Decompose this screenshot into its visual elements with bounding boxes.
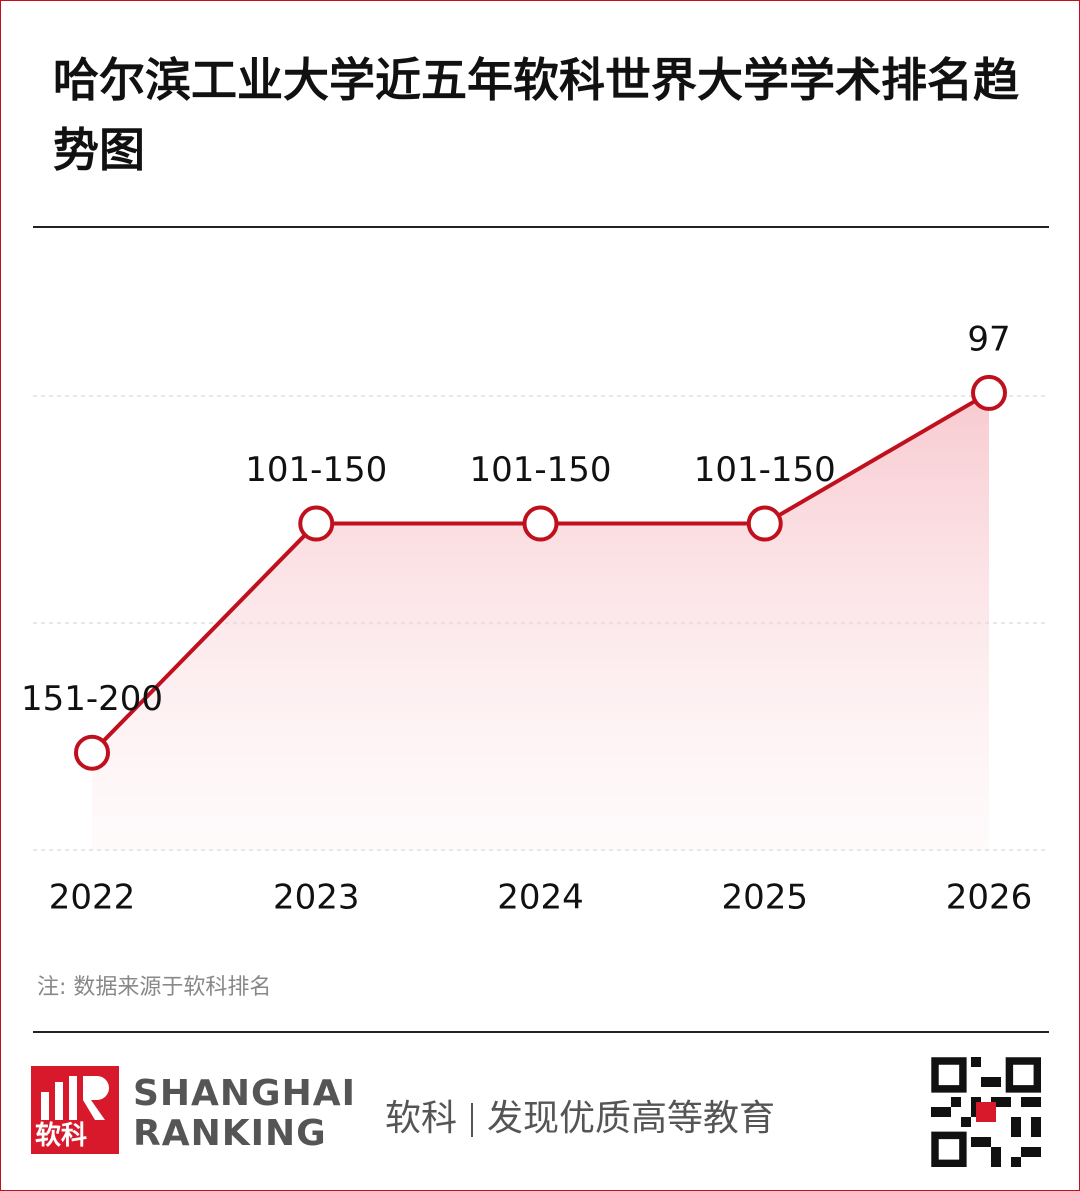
note: 注: 数据来源于软科排名 [37,975,272,1000]
divider [33,1031,1049,1033]
point [971,374,1007,411]
point [522,505,559,542]
brand: 软科 [385,1098,458,1139]
x-tick-label: 2022 [49,878,136,918]
value-label: 101-150 [469,450,611,490]
qr-code [931,1057,1041,1167]
logo-en: RANKING [133,1113,327,1154]
point [746,505,783,542]
point [298,505,335,542]
x-tick-label: 2024 [497,878,584,918]
logo-text: 软科 [35,1121,88,1151]
x-tick-label: 2023 [273,878,360,918]
slogan: 软科 发现优质高等教育 [385,1089,775,1141]
value-label: 151-200 [21,679,163,719]
x-tick-label: 2026 [946,878,1033,918]
value-label: 101-150 [694,450,836,490]
x-tick-label: 2025 [721,878,808,918]
chart-title: 哈尔滨工业大学近五年软科世界大学学术排名趋势图 [53,53,1019,177]
logo-icon [41,1076,109,1120]
area-fill [92,392,989,850]
divider [33,226,1049,228]
slogan-text: 发现优质高等教育 [487,1098,776,1139]
chart: 151-200 2022 101-150 2023 101-150 2024 101-150… [21,319,1049,918]
value-label: 97 [967,319,1010,359]
point [74,734,110,771]
logo: 软科 [31,1066,119,1154]
value-label: 101-150 [245,450,387,490]
logo-en: SHANGHAI [133,1073,356,1114]
